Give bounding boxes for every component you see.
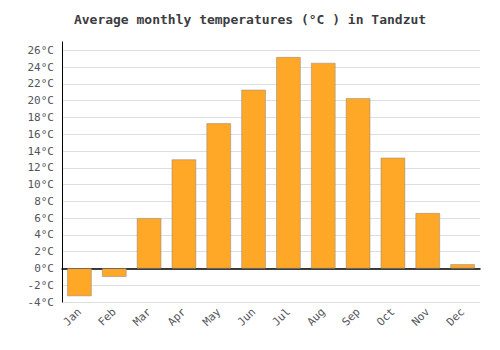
svg-text:0°C: 0°C [34, 262, 54, 275]
svg-text:26°C: 26°C [28, 44, 55, 57]
svg-text:Feb: Feb [96, 305, 119, 328]
svg-text:24°C: 24°C [28, 61, 55, 74]
svg-text:22°C: 22°C [28, 77, 55, 90]
svg-text:Oct: Oct [374, 305, 397, 328]
svg-text:16°C: 16°C [28, 128, 55, 141]
svg-text:Dec: Dec [444, 305, 467, 328]
svg-text:-2°C: -2°C [28, 279, 55, 292]
svg-text:2°C: 2°C [34, 245, 54, 258]
svg-text:Mar: Mar [130, 305, 153, 328]
svg-text:8°C: 8°C [34, 195, 54, 208]
svg-text:-4°C: -4°C [28, 296, 55, 309]
svg-text:Sep: Sep [339, 305, 362, 328]
svg-text:Average monthly temperatures (: Average monthly temperatures (°C ) in Ta… [74, 12, 426, 27]
svg-text:10°C: 10°C [28, 178, 55, 191]
svg-text:May: May [200, 305, 223, 328]
svg-text:Apr: Apr [165, 305, 188, 328]
svg-text:Nov: Nov [409, 305, 432, 328]
svg-text:Jan: Jan [61, 305, 84, 328]
svg-text:12°C: 12°C [28, 161, 55, 174]
svg-text:Jun: Jun [235, 305, 258, 328]
svg-text:4°C: 4°C [34, 228, 54, 241]
svg-text:18°C: 18°C [28, 111, 55, 124]
svg-text:14°C: 14°C [28, 145, 55, 158]
svg-text:20°C: 20°C [28, 94, 55, 107]
svg-text:Jul: Jul [270, 305, 293, 328]
svg-text:6°C: 6°C [34, 212, 54, 225]
svg-text:Aug: Aug [305, 305, 328, 328]
